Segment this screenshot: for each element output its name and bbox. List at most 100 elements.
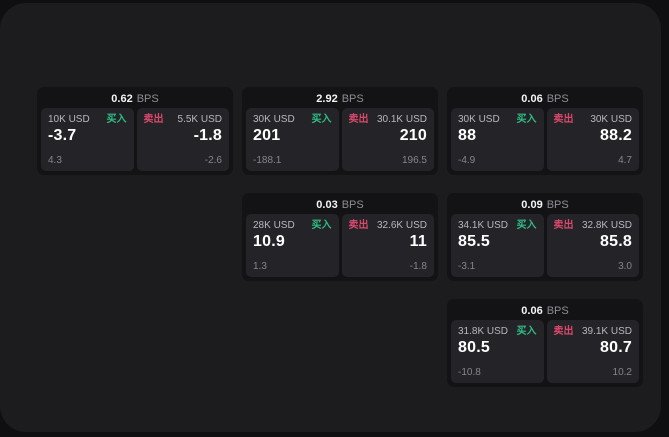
sell-size: 32.8K USD — [581, 220, 632, 231]
sell-tag: 卖出 — [143, 114, 164, 125]
quote-panels: 30K USD 买入 88 -4.9 卖出 30K USD 88.2 4.7 — [451, 108, 639, 171]
spread-value: 0.09 — [521, 199, 543, 211]
buy-quote-panel[interactable]: 28K USD 买入 10.9 1.3 — [246, 214, 339, 277]
buy-quote-panel[interactable]: 34.1K USD 买入 85.5 -3.1 — [451, 214, 544, 277]
quote-panels: 31.8K USD 买入 80.5 -10.8 卖出 39.1K USD 80.… — [451, 320, 639, 383]
sell-delta: 3.0 — [618, 261, 632, 272]
quote-panels: 30K USD 买入 201 -188.1 卖出 30.1K USD 210 1… — [246, 108, 434, 171]
buy-panel-header: 10K USD 买入 — [48, 114, 127, 125]
spread-header: 0.62 BPS — [41, 91, 229, 108]
sell-delta: 10.2 — [612, 367, 632, 378]
sell-price: 88.2 — [600, 127, 632, 144]
spread-header: 2.92 BPS — [246, 91, 434, 108]
app-window: 0.62 BPS 10K USD 买入 -3.7 4.3 卖出 5.5K USD — [0, 3, 661, 432]
sell-price: 210 — [399, 127, 427, 144]
sell-size: 39.1K USD — [581, 326, 632, 337]
sell-quote-panel[interactable]: 卖出 30.1K USD 210 196.5 — [341, 108, 434, 171]
sell-price: 80.7 — [600, 339, 632, 356]
sell-tag: 卖出 — [553, 114, 574, 125]
sell-price: 85.8 — [600, 233, 632, 250]
buy-tag: 买入 — [311, 114, 332, 125]
buy-panel-header: 30K USD 买入 — [458, 114, 537, 125]
sell-size: 32.6K USD — [376, 220, 427, 231]
sell-quote-panel[interactable]: 卖出 32.8K USD 85.8 3.0 — [546, 214, 639, 277]
buy-size: 31.8K USD — [458, 326, 509, 337]
sell-quote-panel[interactable]: 卖出 30K USD 88.2 4.7 — [546, 108, 639, 171]
buy-quote-panel[interactable]: 30K USD 买入 88 -4.9 — [451, 108, 544, 171]
buy-delta: -188.1 — [253, 155, 282, 166]
quote-card: 0.09 BPS 34.1K USD 买入 85.5 -3.1 卖出 32.8K… — [447, 193, 643, 281]
buy-panel-header: 34.1K USD 买入 — [458, 220, 537, 231]
spread-header: 0.06 BPS — [451, 91, 639, 108]
quote-card: 2.92 BPS 30K USD 买入 201 -188.1 卖出 30.1K … — [242, 87, 438, 175]
buy-delta: -10.8 — [458, 367, 481, 378]
quote-card: 0.06 BPS 31.8K USD 买入 80.5 -10.8 卖出 39.1… — [447, 299, 643, 387]
sell-panel-header: 卖出 32.8K USD — [554, 220, 633, 231]
sell-panel-header: 卖出 30.1K USD — [349, 114, 428, 125]
spread-value: 0.03 — [316, 199, 338, 211]
spread-unit: BPS — [341, 199, 364, 211]
spread-value: 2.92 — [316, 93, 338, 105]
sell-tag: 卖出 — [348, 220, 369, 231]
sell-quote-panel[interactable]: 卖出 39.1K USD 80.7 10.2 — [546, 320, 639, 383]
buy-tag: 买入 — [516, 114, 537, 125]
spread-unit: BPS — [341, 93, 364, 105]
sell-price: 11 — [409, 233, 427, 250]
quote-panels: 10K USD 买入 -3.7 4.3 卖出 5.5K USD -1.8 -2.… — [41, 108, 229, 171]
sell-price: -1.8 — [193, 127, 222, 144]
buy-quote-panel[interactable]: 10K USD 买入 -3.7 4.3 — [41, 108, 134, 171]
quote-panels: 28K USD 买入 10.9 1.3 卖出 32.6K USD 11 -1.8 — [246, 214, 434, 277]
buy-size: 30K USD — [458, 114, 500, 125]
buy-delta: -3.1 — [458, 261, 476, 272]
sell-delta: -2.6 — [204, 155, 222, 166]
sell-tag: 卖出 — [348, 114, 369, 125]
buy-price: 80.5 — [458, 339, 490, 356]
buy-delta: 4.3 — [48, 155, 62, 166]
sell-quote-panel[interactable]: 卖出 5.5K USD -1.8 -2.6 — [136, 108, 229, 171]
quote-panels: 34.1K USD 买入 85.5 -3.1 卖出 32.8K USD 85.8… — [451, 214, 639, 277]
quote-card: 0.62 BPS 10K USD 买入 -3.7 4.3 卖出 5.5K USD — [37, 87, 233, 175]
buy-quote-panel[interactable]: 30K USD 买入 201 -188.1 — [246, 108, 339, 171]
spread-unit: BPS — [546, 93, 569, 105]
spread-value: 0.62 — [111, 93, 133, 105]
buy-price: -3.7 — [48, 127, 77, 144]
sell-tag: 卖出 — [553, 326, 574, 337]
sell-quote-panel[interactable]: 卖出 32.6K USD 11 -1.8 — [341, 214, 434, 277]
buy-tag: 买入 — [516, 220, 537, 231]
buy-panel-header: 31.8K USD 买入 — [458, 326, 537, 337]
buy-delta: -4.9 — [458, 155, 476, 166]
sell-panel-header: 卖出 30K USD — [554, 114, 633, 125]
quote-card-grid: 0.62 BPS 10K USD 买入 -3.7 4.3 卖出 5.5K USD — [37, 87, 643, 387]
spread-value: 0.06 — [521, 93, 543, 105]
buy-size: 28K USD — [253, 220, 295, 231]
buy-price: 10.9 — [253, 233, 285, 250]
spread-header: 0.06 BPS — [451, 303, 639, 320]
buy-price: 85.5 — [458, 233, 490, 250]
buy-price: 88 — [458, 127, 477, 144]
sell-panel-header: 卖出 5.5K USD — [144, 114, 223, 125]
buy-panel-header: 30K USD 买入 — [253, 114, 332, 125]
spread-unit: BPS — [546, 305, 569, 317]
buy-tag: 买入 — [106, 114, 127, 125]
sell-tag: 卖出 — [553, 220, 574, 231]
sell-panel-header: 卖出 39.1K USD — [554, 326, 633, 337]
spread-header: 0.03 BPS — [246, 197, 434, 214]
buy-tag: 买入 — [516, 326, 537, 337]
buy-quote-panel[interactable]: 31.8K USD 买入 80.5 -10.8 — [451, 320, 544, 383]
spread-unit: BPS — [546, 199, 569, 211]
sell-delta: -1.8 — [409, 261, 427, 272]
buy-delta: 1.3 — [253, 261, 267, 272]
sell-panel-header: 卖出 32.6K USD — [349, 220, 428, 231]
spread-unit: BPS — [136, 93, 159, 105]
buy-size: 10K USD — [48, 114, 90, 125]
sell-size: 5.5K USD — [177, 114, 222, 125]
sell-delta: 4.7 — [618, 155, 632, 166]
quote-card: 0.06 BPS 30K USD 买入 88 -4.9 卖出 30K USD — [447, 87, 643, 175]
buy-panel-header: 28K USD 买入 — [253, 220, 332, 231]
sell-size: 30K USD — [590, 114, 632, 125]
spread-value: 0.06 — [521, 305, 543, 317]
buy-size: 34.1K USD — [458, 220, 509, 231]
buy-tag: 买入 — [311, 220, 332, 231]
sell-size: 30.1K USD — [376, 114, 427, 125]
quote-card: 0.03 BPS 28K USD 买入 10.9 1.3 卖出 32.6K US… — [242, 193, 438, 281]
